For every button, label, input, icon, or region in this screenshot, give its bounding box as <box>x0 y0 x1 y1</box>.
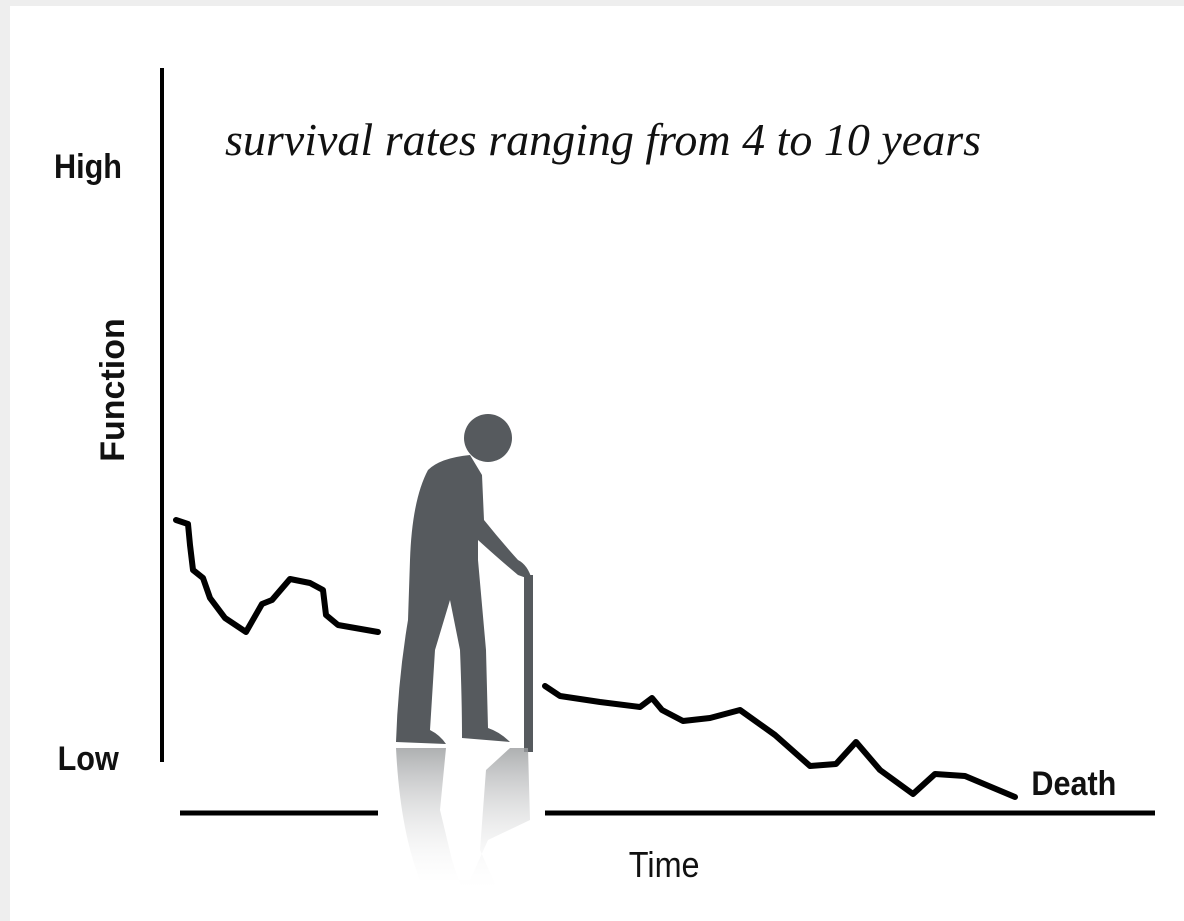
y-axis-label: Function <box>94 318 132 462</box>
x-axis-label: Time <box>629 845 700 885</box>
top-border <box>0 0 1184 6</box>
y-low-label: Low <box>58 740 120 778</box>
death-label: Death <box>1031 765 1116 803</box>
left-border <box>0 0 10 921</box>
title: survival rates ranging from 4 to 10 year… <box>225 114 981 165</box>
y-high-label: High <box>54 148 122 186</box>
diagram: survival rates ranging from 4 to 10 year… <box>0 0 1184 921</box>
